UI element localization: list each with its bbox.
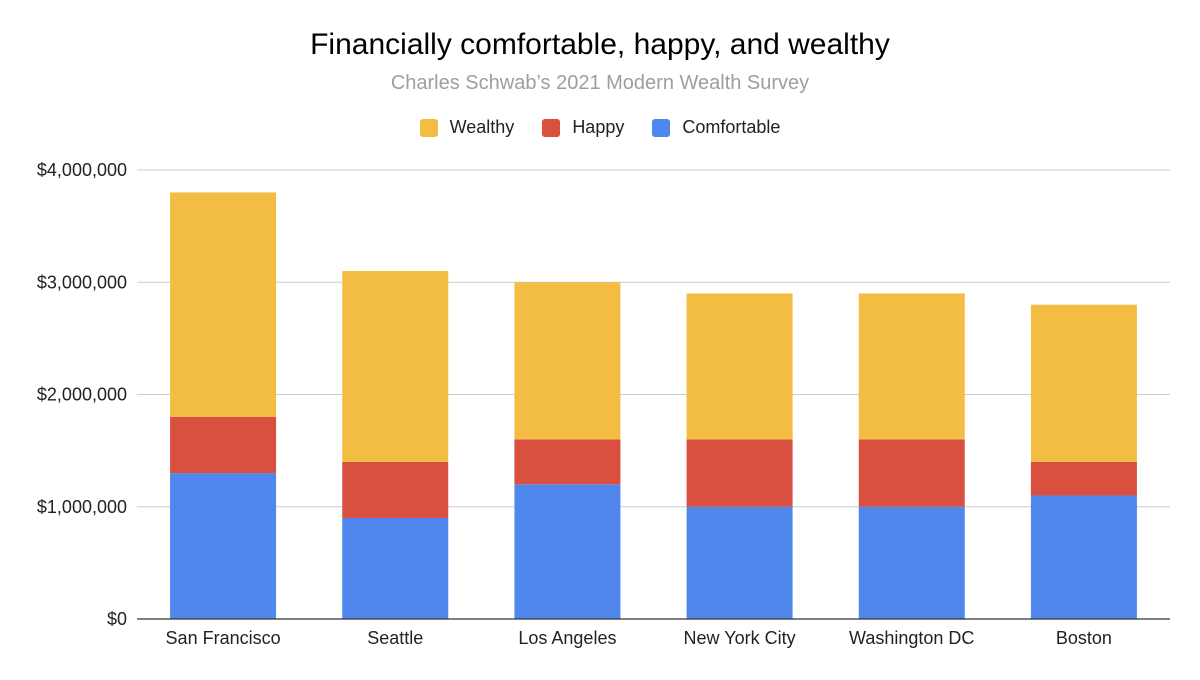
legend-item-happy[interactable]: Happy [542,117,624,138]
bar-wealthy-5[interactable] [1030,304,1137,462]
legend-swatch-comfortable [652,118,671,137]
bar-wealthy-2[interactable] [514,282,621,440]
bar-happy-3[interactable] [686,439,793,507]
bar-wealthy-0[interactable] [170,192,277,417]
y-tick-label: $3,000,000 [37,272,127,292]
bar-comfortable-1[interactable] [342,517,449,619]
legend-label-wealthy: Wealthy [449,117,515,137]
x-tick-label: New York City [684,628,796,648]
bar-wealthy-1[interactable] [342,271,449,462]
legend-label-happy: Happy [572,117,625,137]
bar-comfortable-0[interactable] [170,473,277,619]
bar-comfortable-2[interactable] [514,484,621,619]
y-tick-label: $1,000,000 [37,497,127,517]
x-tick-label: Washington DC [849,628,974,648]
y-tick-label: $4,000,000 [37,160,127,180]
legend: Wealthy Happy Comfortable [0,117,1200,138]
bar-comfortable-5[interactable] [1030,495,1137,619]
bar-happy-1[interactable] [342,461,449,518]
bar-happy-0[interactable] [170,416,277,474]
legend-label-comfortable: Comfortable [682,117,781,137]
chart-title: Financially comfortable, happy, and weal… [310,28,890,61]
legend-item-wealthy[interactable]: Wealthy [419,117,515,138]
x-tick-label: Los Angeles [518,628,616,648]
y-tick-label: $2,000,000 [37,385,127,405]
bar-comfortable-4[interactable] [858,506,965,619]
x-tick-label: San Francisco [166,628,281,648]
bar-wealthy-3[interactable] [686,293,793,440]
bar-wealthy-4[interactable] [858,293,965,440]
bar-comfortable-3[interactable] [686,506,793,619]
legend-swatch-happy [542,118,561,137]
legend-swatch-wealthy [419,118,438,137]
chart-subtitle: Charles Schwab’s 2021 Modern Wealth Surv… [390,72,810,94]
bar-happy-5[interactable] [1030,461,1137,496]
legend-item-comfortable[interactable]: Comfortable [652,117,780,138]
x-tick-label: Boston [1056,628,1112,648]
x-tick-label: Seattle [367,628,423,648]
y-tick-label: $0 [107,609,127,629]
bar-happy-4[interactable] [858,439,965,507]
bar-happy-2[interactable] [514,439,621,485]
